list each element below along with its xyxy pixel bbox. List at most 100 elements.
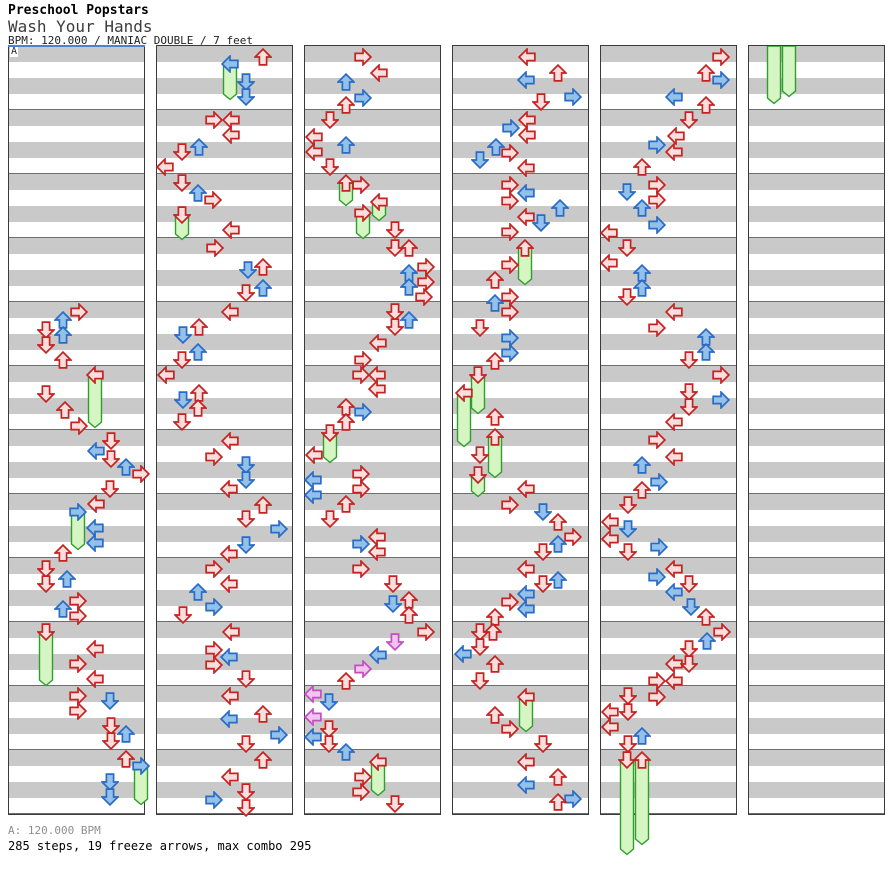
note-down-icon: [320, 720, 338, 738]
freeze-tail: [517, 248, 533, 286]
note-right-icon: [354, 660, 372, 678]
note-right-icon: [501, 223, 519, 241]
chart-column-5: [600, 45, 737, 815]
note-left-icon: [601, 718, 619, 736]
note-down-icon: [471, 446, 489, 464]
note-down-icon: [619, 520, 637, 538]
note-left-icon: [665, 303, 683, 321]
note-left-icon: [220, 545, 238, 563]
freeze-tail: [456, 393, 472, 448]
freeze-tail: [355, 213, 371, 240]
note-left-icon: [600, 254, 618, 272]
note-down-icon: [237, 510, 255, 528]
note-right-icon: [712, 366, 730, 384]
note-left-icon: [221, 687, 239, 705]
note-down-icon: [680, 640, 698, 658]
note-left-icon: [667, 127, 685, 145]
note-down-icon: [102, 432, 120, 450]
note-down-icon: [680, 655, 698, 673]
note-right-icon: [564, 88, 582, 106]
note-down-icon: [237, 471, 255, 489]
note-right-icon: [712, 71, 730, 89]
freeze-tail: [38, 632, 54, 687]
note-left-icon: [517, 560, 535, 578]
note-right-icon: [69, 702, 87, 720]
note-left-icon: [665, 448, 683, 466]
note-up-icon: [117, 750, 135, 768]
note-down-icon: [618, 239, 636, 257]
note-up-icon: [54, 351, 72, 369]
note-down-icon: [471, 151, 489, 169]
note-up-icon: [487, 138, 505, 156]
bpm-marker-line: [8, 45, 145, 47]
freeze-tail: [518, 697, 534, 733]
note-up-icon: [549, 793, 567, 811]
freeze-tail: [619, 760, 635, 856]
note-left-icon: [517, 159, 535, 177]
note-up-icon: [400, 606, 418, 624]
note-down-icon: [680, 351, 698, 369]
note-right-icon: [648, 136, 666, 154]
note-right-icon: [501, 344, 519, 362]
bpm-marker-label: A: [10, 46, 19, 57]
note-right-icon: [354, 403, 372, 421]
note-up-icon: [337, 73, 355, 91]
note-up-icon: [697, 64, 715, 82]
note-left-icon: [222, 126, 240, 144]
note-right-icon: [352, 366, 370, 384]
note-right-icon: [501, 496, 519, 514]
note-right-icon: [132, 757, 150, 775]
note-up-icon: [486, 428, 504, 446]
note-right-icon: [501, 256, 519, 274]
note-left-icon: [454, 645, 472, 663]
note-right-icon: [650, 473, 668, 491]
freeze-tail: [87, 375, 103, 429]
note-right-icon: [270, 726, 288, 744]
freeze-tail: [781, 46, 797, 98]
note-down-icon: [469, 366, 487, 384]
note-down-icon: [102, 450, 120, 468]
note-left-icon: [518, 126, 536, 144]
note-right-icon: [564, 528, 582, 546]
chart-column-4: [452, 45, 589, 815]
note-up-icon: [254, 496, 272, 514]
note-left-icon: [220, 710, 238, 728]
note-up-icon: [633, 727, 651, 745]
footer-stats-text: 285 steps, 19 freeze arrows, max combo 2…: [8, 839, 312, 853]
note-right-icon: [70, 303, 88, 321]
freeze-tail: [370, 762, 386, 797]
note-up-icon: [484, 623, 502, 641]
freeze-tail: [470, 375, 486, 415]
freeze-tail: [222, 64, 238, 101]
note-down-icon: [386, 221, 404, 239]
note-up-icon: [486, 608, 504, 626]
note-down-icon: [386, 318, 404, 336]
note-down-icon: [619, 496, 637, 514]
note-right-icon: [354, 89, 372, 107]
note-down-icon: [619, 703, 637, 721]
note-down-icon: [174, 326, 192, 344]
note-up-icon: [697, 608, 715, 626]
note-right-icon: [648, 216, 666, 234]
note-left-icon: [222, 623, 240, 641]
note-up-icon: [54, 600, 72, 618]
note-left-icon: [600, 224, 618, 242]
note-left-icon: [601, 530, 619, 548]
note-up-icon: [254, 279, 272, 297]
note-left-icon: [86, 534, 104, 552]
note-left-icon: [304, 728, 322, 746]
note-left-icon: [369, 753, 387, 771]
note-left-icon: [370, 193, 388, 211]
note-left-icon: [86, 366, 104, 384]
note-left-icon: [220, 575, 238, 593]
note-down-icon: [619, 543, 637, 561]
note-right-icon: [205, 656, 223, 674]
note-right-icon: [417, 273, 435, 291]
note-up-icon: [633, 158, 651, 176]
note-left-icon: [221, 55, 239, 73]
note-down-icon: [386, 795, 404, 813]
note-left-icon: [517, 753, 535, 771]
note-down-icon: [619, 735, 637, 753]
note-left-icon: [517, 71, 535, 89]
